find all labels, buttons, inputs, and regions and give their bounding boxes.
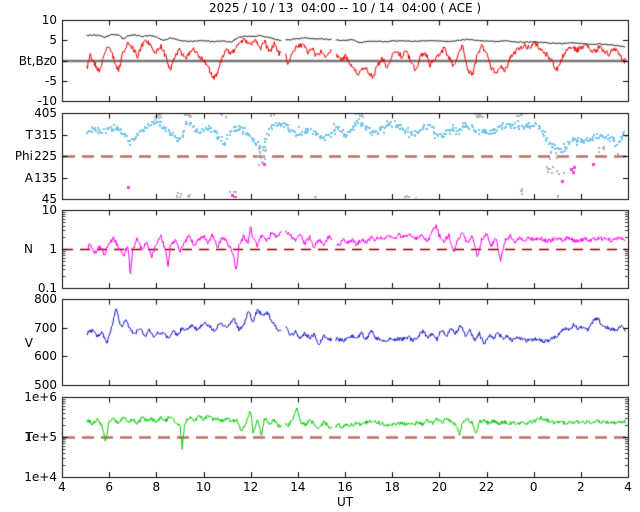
- panel-label: N: [24, 242, 33, 256]
- x-tick-label: 22: [478, 480, 495, 494]
- x-tick-label: 2: [577, 480, 585, 494]
- panel-label: T: [25, 430, 33, 444]
- panel-label: V: [24, 336, 33, 351]
- y-tick-label: 1: [49, 242, 57, 256]
- x-tick-label: 0: [529, 480, 538, 494]
- x-tick-label: 8: [152, 480, 161, 494]
- y-tick-label: 0: [49, 53, 57, 68]
- y-tick-label: 1e+4: [24, 470, 57, 484]
- y-tick-label: 10: [41, 203, 57, 217]
- panel-label: Bt,Bz: [18, 53, 50, 68]
- y-tick-label: 600: [34, 349, 57, 364]
- panel-label: A: [24, 170, 33, 185]
- x-tick-label: 18: [384, 480, 400, 494]
- y-tick-label: 700: [34, 320, 57, 335]
- y-tick-label: -5: [45, 73, 57, 88]
- x-tick-label: 4: [58, 480, 66, 494]
- x-tick-label: 4: [624, 480, 632, 494]
- x-tick-label: 16: [337, 480, 353, 494]
- panel-label: T: [25, 127, 33, 142]
- y-tick-label: 405: [34, 106, 57, 120]
- x-tick-label: 10: [195, 480, 212, 494]
- y-tick-label: 10: [41, 13, 57, 27]
- y-tick-label: 135: [34, 170, 57, 185]
- x-tick-label: 14: [290, 480, 306, 494]
- y-tick-label: 0.1: [37, 281, 57, 295]
- x-tick-label: 6: [105, 480, 113, 494]
- y-tick-label: -10: [37, 94, 57, 108]
- y-tick-label: 1e+6: [24, 390, 57, 404]
- x-tick-label: 12: [243, 480, 259, 494]
- y-tick-label: 45: [41, 192, 57, 206]
- panel-label: Phi: [14, 149, 33, 163]
- x-axis-label: UT: [336, 495, 354, 509]
- y-tick-label: 500: [34, 378, 57, 392]
- chart-title: 2025 / 10 / 13 04:00 -- 10 / 14 04:00 ( …: [208, 1, 482, 15]
- y-tick-label: 315: [34, 127, 57, 142]
- y-tick-label: 5: [49, 33, 57, 48]
- y-tick-label: 1e+5: [24, 430, 57, 444]
- y-tick-label: 800: [34, 292, 57, 306]
- x-tick-label: 20: [431, 480, 447, 494]
- y-tick-label: 225: [34, 149, 57, 163]
